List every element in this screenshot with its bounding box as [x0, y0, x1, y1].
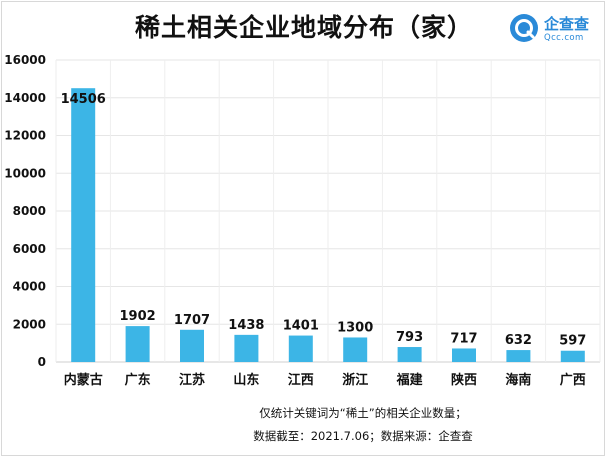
y-tick-label: 2000 [13, 317, 46, 331]
x-tick-label: 江苏 [179, 372, 205, 388]
bar [125, 326, 150, 362]
bar [343, 337, 368, 362]
data-label: 793 [396, 330, 423, 345]
bar [288, 335, 313, 362]
brand-sub: Qcc.com [544, 33, 584, 43]
x-tick-label: 福建 [396, 372, 423, 388]
y-tick-label: 4000 [13, 280, 46, 294]
data-label: 632 [505, 333, 532, 348]
bar [71, 88, 96, 362]
x-tick-label: 陕西 [451, 372, 477, 388]
bar [234, 334, 259, 362]
bar [397, 347, 422, 362]
x-tick-label: 海南 [505, 372, 531, 388]
x-tick-label: 山东 [233, 372, 259, 388]
y-tick-label: 10000 [4, 166, 46, 180]
x-tick-label: 江西 [288, 372, 314, 388]
footnote-source: 数据截至：2021.7.06；数据来源：企查查 [253, 429, 473, 443]
x-tick-label: 内蒙古 [64, 372, 103, 388]
footnote-scope: 仅统计关键词为“稀土”的相关企业数量； [259, 406, 467, 420]
y-tick-label: 16000 [4, 53, 46, 67]
data-label: 14506 [61, 92, 106, 107]
data-label: 717 [450, 331, 477, 346]
data-label: 1401 [283, 319, 319, 334]
data-label: 597 [559, 334, 586, 349]
bar [180, 329, 204, 362]
brand-name: 企查查 [544, 15, 590, 33]
y-tick-label: 0 [38, 355, 46, 369]
y-tick-label: 8000 [13, 204, 46, 218]
x-tick-label: 广东 [125, 372, 151, 388]
x-tick-label: 浙江 [342, 372, 368, 388]
x-tick-label: 广西 [560, 372, 586, 388]
data-label: 1902 [120, 309, 156, 324]
bar [560, 350, 585, 362]
data-label: 1707 [174, 313, 210, 328]
y-tick-label: 12000 [4, 129, 46, 143]
bar [506, 350, 531, 362]
brand-logo-icon [510, 14, 538, 42]
y-tick-label: 14000 [4, 91, 46, 105]
bar [452, 348, 476, 362]
y-tick-label: 6000 [13, 242, 46, 256]
data-label: 1438 [228, 318, 264, 333]
data-label: 1300 [337, 320, 373, 335]
brand-logo: 企查查 Qcc.com [508, 12, 603, 46]
chart-title: 稀土相关企业地域分布（家） [134, 13, 473, 42]
